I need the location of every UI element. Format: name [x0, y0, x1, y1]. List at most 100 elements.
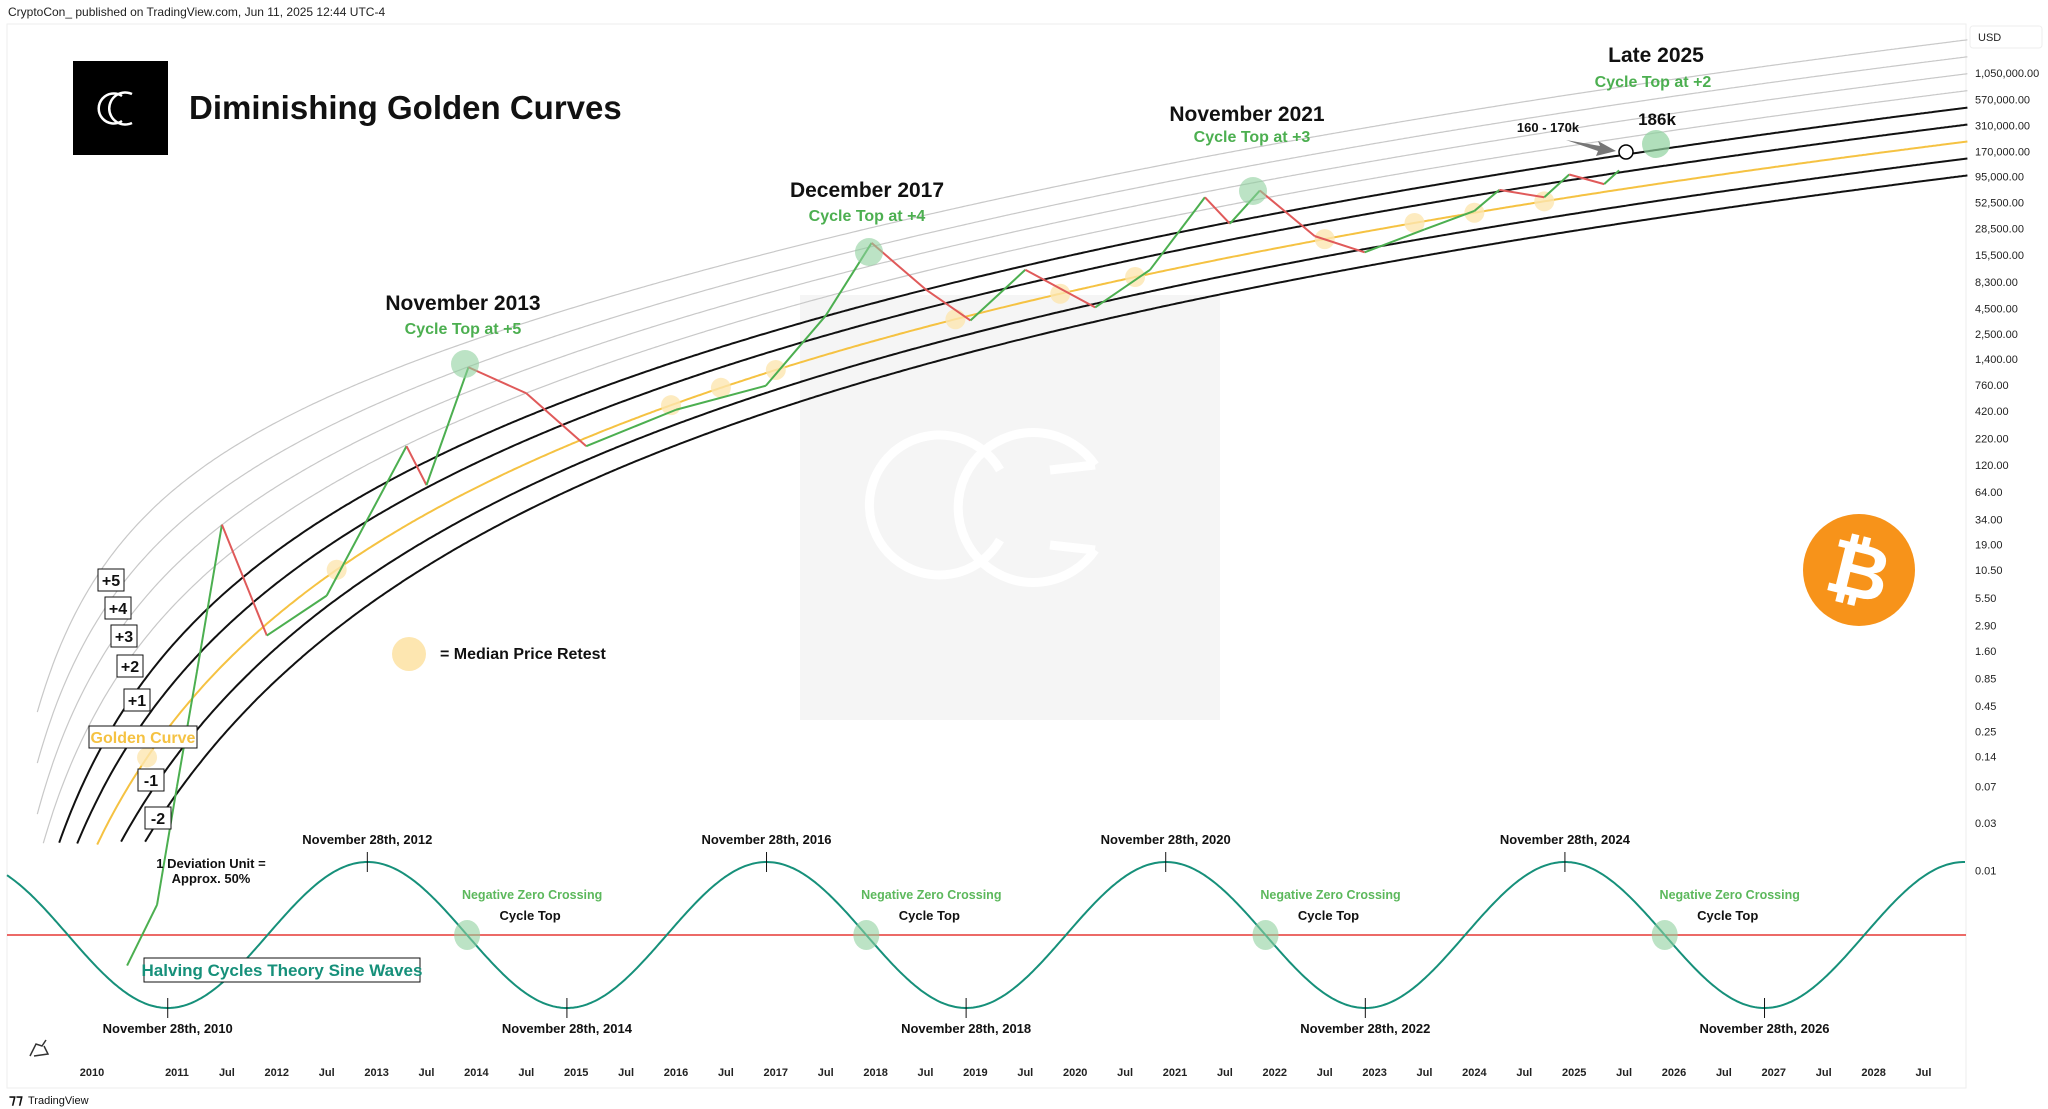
price-tick: 64.00	[1975, 487, 2003, 499]
svg-text:Cycle Top at +3: Cycle Top at +3	[1194, 129, 1311, 146]
price-segment	[1499, 188, 1545, 199]
time-tick: Jul	[918, 1067, 934, 1079]
annotation-2013: November 2013 Cycle Top at +5	[385, 292, 541, 378]
cycle-top-label: Cycle Top	[1697, 908, 1758, 923]
band-label-golden-curve: Golden Curve	[88, 725, 198, 749]
bitcoin-logo-icon: ₿	[1803, 514, 1915, 626]
golden-curves	[36, 39, 1968, 846]
price-tick: 95,000.00	[1975, 172, 2024, 184]
price-segment	[585, 408, 677, 448]
price-tick: 420.00	[1975, 406, 2009, 418]
price-segment	[220, 524, 268, 636]
tradingview-logo-icon: ⁊⁊	[9, 1091, 23, 1107]
price-tick: 10.50	[1975, 565, 2003, 577]
band-curve--1	[120, 157, 1968, 843]
time-tick: Jul	[1616, 1067, 1632, 1079]
time-tick: Jul	[818, 1067, 834, 1079]
band-curve-extra	[36, 39, 1968, 713]
cycle-top-label: Cycle Top	[899, 908, 960, 923]
peak-label: November 28th, 2012	[302, 832, 432, 847]
price-segment	[1543, 173, 1570, 199]
band-label--1: -1	[137, 768, 165, 792]
cycle-top-marker	[451, 350, 479, 378]
price-tick: 34.00	[1975, 514, 2003, 526]
median-retest-marker	[1404, 212, 1425, 233]
price-axis[interactable]: 1,050,000.00 570,000.00 310,000.00 170,000.…	[1975, 68, 2039, 877]
median-legend-label: = Median Price Retest	[440, 646, 607, 663]
tradingview-dino-icon[interactable]	[29, 1039, 50, 1057]
price-segment	[1204, 196, 1231, 225]
price-segment	[1094, 268, 1151, 309]
price-segment	[156, 786, 178, 905]
price-tick: 0.45	[1975, 701, 1996, 713]
median-retest-marker	[326, 559, 347, 580]
time-tick: 2010	[80, 1067, 104, 1079]
cryptocon-logo-icon	[97, 91, 133, 126]
time-tick: 2023	[1362, 1067, 1386, 1079]
svg-text:Cycle Top at +4: Cycle Top at +4	[809, 208, 926, 225]
time-tick: Jul	[1317, 1067, 1333, 1079]
annotation-2025: Late 2025 Cycle Top at +2 186k 160 - 170…	[1517, 44, 1712, 160]
price-tick: 1,050,000.00	[1975, 68, 2039, 80]
price-segment	[675, 384, 767, 411]
band-label-+2: +2	[116, 654, 144, 678]
price-tick: 0.01	[1975, 865, 1996, 877]
price-segment	[1259, 189, 1316, 237]
zero-crossing-label: Negative Zero Crossing	[861, 888, 1001, 902]
svg-text:+3: +3	[115, 629, 133, 646]
svg-text:-1: -1	[144, 773, 158, 790]
band-curve--2	[144, 174, 1968, 843]
svg-text:TradingView: TradingView	[28, 1095, 89, 1107]
price-tick: 2.90	[1975, 621, 1996, 633]
sine-waves: November 28th, 2012 Negative Zero Crossin…	[6, 832, 1966, 1036]
time-tick: 2026	[1662, 1067, 1686, 1079]
svg-text:Cycle Top at +2: Cycle Top at +2	[1595, 74, 1712, 91]
cycle-top-marker	[855, 238, 883, 266]
zero-crossing-marker	[853, 920, 880, 950]
peak-label: November 28th, 2016	[701, 832, 831, 847]
time-tick: 2021	[1163, 1067, 1187, 1079]
time-tick: Jul	[718, 1067, 734, 1079]
trough-label: November 28th, 2026	[1699, 1021, 1829, 1036]
median-legend-marker	[392, 637, 426, 671]
time-tick: 2022	[1263, 1067, 1287, 1079]
logo	[73, 61, 168, 155]
time-tick: 2012	[265, 1067, 289, 1079]
time-tick: 2019	[963, 1067, 987, 1079]
price-tick: 52,500.00	[1975, 197, 2024, 209]
median-retest-marker	[945, 309, 966, 330]
currency-button[interactable]	[1969, 25, 2043, 49]
trough-label: November 28th, 2010	[103, 1021, 233, 1036]
published-info: CryptoCon_ published on TradingView.com,…	[8, 5, 385, 19]
price-tick: 170,000.00	[1975, 147, 2030, 159]
svg-text:+2: +2	[121, 659, 139, 676]
trough-label: November 28th, 2022	[1300, 1021, 1430, 1036]
cycle-top-label: Cycle Top	[1298, 908, 1359, 923]
price-segment	[425, 366, 470, 486]
zero-crossing-label: Negative Zero Crossing	[1660, 888, 1800, 902]
price-segment	[765, 315, 827, 387]
price-segment	[1473, 189, 1500, 212]
price-tick: 28,500.00	[1975, 224, 2024, 236]
svg-text:Late 2025: Late 2025	[1608, 44, 1704, 67]
peak-label: November 28th, 2024	[1500, 832, 1631, 847]
svg-text:-2: -2	[151, 811, 165, 828]
time-tick: 2017	[764, 1067, 788, 1079]
price-tick: 0.14	[1975, 751, 1996, 763]
time-tick: Jul	[1117, 1067, 1133, 1079]
price-tick: 5.50	[1975, 593, 1996, 605]
annotation-2017: December 2017 Cycle Top at +4	[790, 179, 944, 266]
range-label: 160 - 170k	[1517, 120, 1580, 135]
watermark	[800, 295, 1220, 720]
price-tick: 310,000.00	[1975, 121, 2030, 133]
price-tick: 0.25	[1975, 726, 1996, 738]
price-segment	[1424, 210, 1475, 231]
price-tick: 1.60	[1975, 646, 1996, 658]
zero-crossing-label: Negative Zero Crossing	[462, 888, 602, 902]
tradingview-brand[interactable]: ⁊⁊ TradingView	[9, 1091, 89, 1107]
price-segment	[1149, 196, 1206, 271]
trough-label: November 28th, 2014	[502, 1021, 633, 1036]
time-axis[interactable]: 2010 2011 Jul 2012 Jul 2013 Jul 2014 Jul 2015 Jul 2…	[80, 1067, 1932, 1079]
median-retest-marker	[1125, 267, 1146, 288]
